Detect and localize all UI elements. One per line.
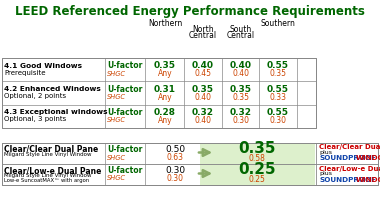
Text: 0.50: 0.50 (165, 145, 185, 154)
Text: 0.35: 0.35 (154, 61, 176, 70)
Text: 0.28: 0.28 (154, 108, 176, 117)
Text: U-factor: U-factor (107, 84, 142, 94)
Text: Optional, 3 points: Optional, 3 points (4, 116, 66, 122)
Text: SHGC: SHGC (107, 117, 126, 123)
Text: 0.55: 0.55 (267, 84, 289, 94)
Text: plus: plus (319, 150, 332, 155)
Text: 0.30: 0.30 (233, 116, 250, 125)
Bar (200, 143, 315, 185)
Text: Any: Any (158, 69, 172, 78)
Text: North: North (192, 25, 214, 34)
Text: Northern: Northern (148, 19, 182, 28)
Text: 0.55: 0.55 (267, 61, 289, 70)
Text: 0.55: 0.55 (267, 108, 289, 117)
Text: Central: Central (189, 31, 217, 40)
Bar (2, 58, 316, 128)
Text: Milgard Style Line Vinyl Window: Milgard Style Line Vinyl Window (4, 173, 92, 178)
Text: plus: plus (319, 171, 332, 176)
Text: 0.25: 0.25 (238, 162, 276, 177)
Text: 0.32: 0.32 (192, 108, 214, 117)
Text: Clear/Clear Dual Pane: Clear/Clear Dual Pane (4, 145, 98, 154)
Text: WINDOWS: WINDOWS (356, 155, 380, 161)
Text: 4.3 Exceptional windows: 4.3 Exceptional windows (4, 109, 108, 115)
Text: U-factor: U-factor (107, 61, 142, 70)
Text: Any: Any (158, 116, 172, 125)
Text: 0.30: 0.30 (269, 116, 287, 125)
Text: Clear/Low-e Dual Pane: Clear/Low-e Dual Pane (319, 166, 380, 172)
Text: Optional, 2 points: Optional, 2 points (4, 93, 66, 99)
Text: 0.35: 0.35 (269, 69, 287, 78)
Text: Southern: Southern (261, 19, 295, 28)
Text: Central: Central (227, 31, 255, 40)
Text: SOUNDPROOF: SOUNDPROOF (319, 177, 376, 183)
Text: 0.35: 0.35 (238, 141, 276, 156)
Text: Clear/Low-e Dual Pane: Clear/Low-e Dual Pane (4, 166, 101, 175)
Text: SHGC: SHGC (107, 94, 126, 100)
Text: 0.63: 0.63 (166, 153, 184, 162)
Text: 0.58: 0.58 (249, 154, 266, 163)
Text: U-factor: U-factor (107, 166, 142, 175)
Text: Any: Any (158, 92, 172, 101)
Text: Prerequisite: Prerequisite (4, 70, 46, 76)
Text: 0.35: 0.35 (192, 84, 214, 94)
Text: 0.40: 0.40 (192, 61, 214, 70)
Text: 0.35: 0.35 (230, 84, 252, 94)
Text: 0.40: 0.40 (230, 61, 252, 70)
Text: South: South (230, 25, 252, 34)
Text: U-factor: U-factor (107, 145, 142, 154)
Text: Milgard Style Line Vinyl Window: Milgard Style Line Vinyl Window (4, 152, 92, 157)
Text: 4.1 Good Windows: 4.1 Good Windows (4, 63, 82, 69)
Text: LEED Referenced Energy Performance Requirements: LEED Referenced Energy Performance Requi… (15, 5, 365, 18)
Text: 0.32: 0.32 (230, 108, 252, 117)
Text: Clear/Clear Dual Pane: Clear/Clear Dual Pane (319, 144, 380, 150)
Text: 0.40: 0.40 (195, 92, 212, 101)
Text: 0.33: 0.33 (269, 92, 287, 101)
Text: 0.31: 0.31 (154, 84, 176, 94)
Text: WINDOWS: WINDOWS (356, 177, 380, 183)
Text: 0.35: 0.35 (233, 92, 250, 101)
Text: 0.40: 0.40 (195, 116, 212, 125)
Text: 4.2 Enhanced Windows: 4.2 Enhanced Windows (4, 86, 101, 92)
Text: 0.45: 0.45 (195, 69, 212, 78)
Text: Low-e SuncoatMAX™ with argon: Low-e SuncoatMAX™ with argon (4, 178, 89, 183)
Text: SHGC: SHGC (107, 155, 126, 161)
Text: SHGC: SHGC (107, 175, 126, 181)
Text: SOUNDPROOF: SOUNDPROOF (319, 155, 376, 161)
Text: 0.30: 0.30 (165, 166, 185, 175)
Text: 0.30: 0.30 (166, 174, 184, 183)
Text: 0.25: 0.25 (249, 175, 266, 184)
Text: U-factor: U-factor (107, 108, 142, 117)
Text: 0.40: 0.40 (233, 69, 250, 78)
Bar (2, 58, 316, 128)
Bar (2, 143, 378, 185)
Bar (2, 143, 378, 185)
Text: SHGC: SHGC (107, 71, 126, 77)
